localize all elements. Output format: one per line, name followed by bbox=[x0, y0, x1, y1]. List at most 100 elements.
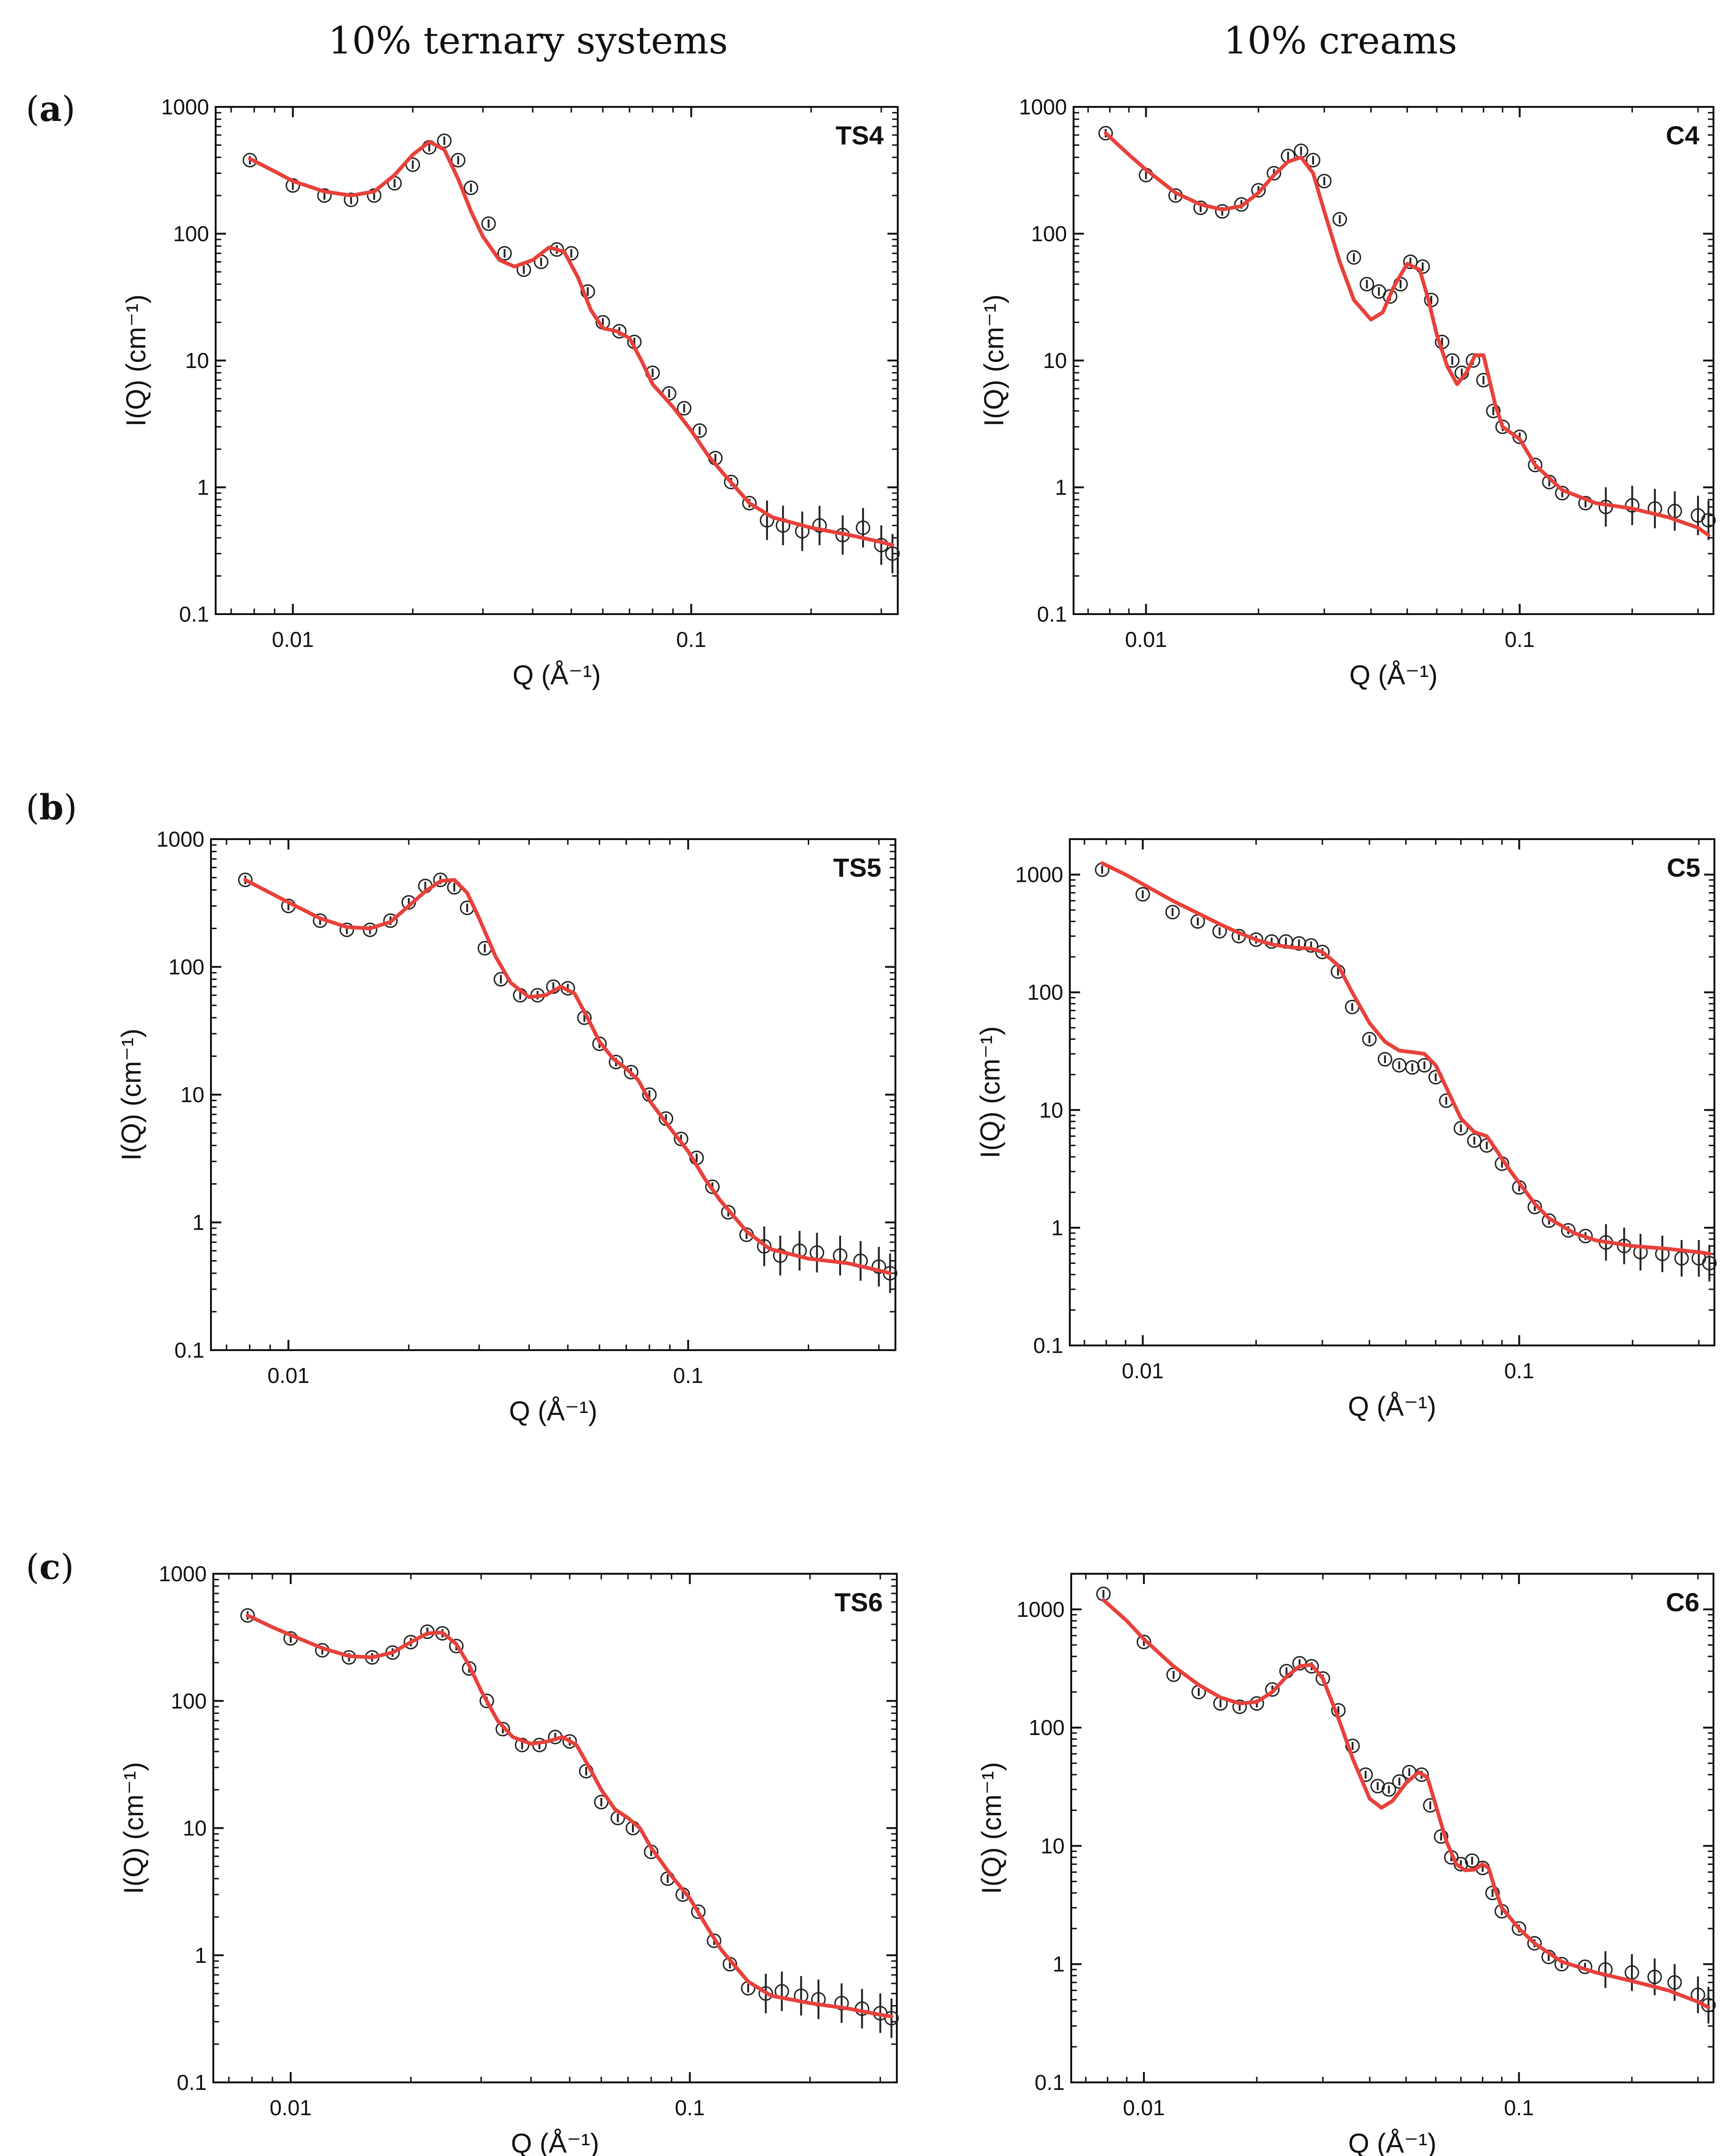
data-point bbox=[1528, 458, 1543, 473]
data-point bbox=[1360, 277, 1375, 292]
data-point bbox=[724, 474, 739, 489]
data-point bbox=[1248, 932, 1263, 947]
x-axis-label: Q (Å⁻¹) bbox=[509, 1396, 597, 1427]
data-point bbox=[481, 216, 496, 231]
y-axis-label: I(Q) (cm⁻¹) bbox=[121, 294, 151, 427]
data-point bbox=[1701, 513, 1716, 528]
x-axis-label: Q (Å⁻¹) bbox=[511, 2128, 599, 2156]
data-point bbox=[676, 401, 691, 416]
data-point bbox=[285, 178, 301, 193]
data-point bbox=[1465, 1853, 1480, 1868]
chart-panel-ts5: 0.1 1 10 100 1000 0.01 0.1 Q (Å⁻¹) I(Q) (cm⁻¹) TS… bbox=[116, 827, 898, 1427]
data-point bbox=[1332, 212, 1347, 227]
data-point bbox=[721, 1205, 736, 1220]
data-point bbox=[1345, 1738, 1360, 1753]
data-point bbox=[1232, 1699, 1247, 1714]
data-point bbox=[1561, 1223, 1576, 1238]
y-tick-label: 1000 bbox=[159, 1562, 207, 1586]
data-point bbox=[437, 133, 452, 148]
y-tick-label: 1000 bbox=[1019, 95, 1067, 119]
panel-title: C4 bbox=[1666, 120, 1699, 150]
x-tick-label: 0.01 bbox=[270, 2096, 312, 2120]
data-point bbox=[451, 153, 466, 168]
data-point bbox=[240, 1608, 255, 1623]
x-axis-label: Q (Å⁻¹) bbox=[512, 660, 601, 691]
data-point bbox=[1215, 204, 1230, 219]
x-axis-label: Q (Å⁻¹) bbox=[1348, 2128, 1436, 2156]
row-label-a: (a) bbox=[26, 89, 75, 129]
plot-frame bbox=[1070, 1573, 1714, 2083]
y-tick-label: 0.1 bbox=[177, 2070, 207, 2095]
data-point bbox=[1495, 419, 1510, 434]
data-point bbox=[1382, 1782, 1397, 1797]
panel-title: TS6 bbox=[834, 1587, 883, 1617]
y-tick-label: 100 bbox=[173, 222, 209, 246]
y-tick-label: 10 bbox=[183, 1816, 207, 1840]
y-tick-label: 1 bbox=[1051, 1216, 1063, 1240]
data-point bbox=[1647, 1969, 1662, 1984]
data-point bbox=[1370, 1779, 1385, 1794]
data-point bbox=[1382, 289, 1397, 304]
data-point bbox=[1702, 1255, 1717, 1270]
column-header-creams: 10% creams bbox=[1224, 19, 1458, 62]
data-point bbox=[1265, 1682, 1280, 1697]
panel-title: C5 bbox=[1667, 853, 1700, 882]
data-point bbox=[515, 1737, 530, 1752]
x-tick-label: 0.01 bbox=[272, 627, 314, 652]
x-tick-label: 0.01 bbox=[1125, 627, 1167, 652]
fit-line bbox=[1101, 1598, 1711, 2010]
data-point bbox=[449, 1638, 464, 1653]
data-point bbox=[562, 1734, 577, 1749]
data-point bbox=[1362, 1032, 1377, 1047]
y-axis-label: I(Q) (cm⁻¹) bbox=[116, 1029, 147, 1161]
data-point bbox=[339, 922, 354, 937]
y-tick-label: 0.1 bbox=[1037, 602, 1067, 626]
data-point bbox=[759, 1986, 774, 2001]
data-point bbox=[742, 496, 757, 511]
chart-panel-c5: 0.1 1 10 100 1000 0.01 0.1 Q (Å⁻¹) I(Q) (cm⁻¹) C5 bbox=[975, 838, 1717, 1422]
y-axis-label: I(Q) (cm⁻¹) bbox=[975, 1026, 1006, 1158]
fit-line bbox=[1104, 131, 1711, 537]
data-point bbox=[1512, 429, 1527, 444]
y-tick-label: 1 bbox=[197, 475, 209, 500]
y-axis-label: I(Q) (cm⁻¹) bbox=[977, 1762, 1007, 1894]
data-point bbox=[674, 1131, 689, 1146]
data-point bbox=[367, 188, 382, 203]
y-tick-label: 1 bbox=[192, 1210, 204, 1235]
data-point bbox=[1306, 153, 1321, 168]
y-tick-label: 100 bbox=[1027, 980, 1063, 1005]
data-point bbox=[238, 872, 253, 887]
data-point bbox=[1527, 1936, 1542, 1951]
data-point bbox=[1453, 1121, 1468, 1136]
data-point bbox=[496, 1721, 511, 1736]
data-point bbox=[1315, 945, 1330, 960]
y-tick-label: 0.1 bbox=[179, 602, 209, 626]
x-axis-label: Q (Å⁻¹) bbox=[1348, 1391, 1436, 1422]
data-point bbox=[1266, 165, 1281, 180]
data-point bbox=[383, 913, 398, 928]
y-tick-label: 100 bbox=[1029, 1715, 1065, 1740]
chart-panel-c6: 0.1 1 10 100 1000 0.01 0.1 Q (Å⁻¹) I(Q) (cm⁻¹) C6 bbox=[977, 1573, 1716, 2156]
fit-line bbox=[243, 878, 892, 1275]
y-tick-label: 10 bbox=[1039, 1098, 1063, 1122]
y-axis-label: I(Q) (cm⁻¹) bbox=[979, 294, 1009, 427]
fit-line bbox=[248, 140, 894, 547]
y-tick-label: 10 bbox=[185, 348, 209, 373]
data-point bbox=[1377, 1052, 1392, 1067]
x-axis-label: Q (Å⁻¹) bbox=[1349, 660, 1437, 691]
y-tick-label: 0.1 bbox=[1033, 1333, 1063, 1358]
data-point bbox=[706, 1933, 721, 1948]
y-tick-label: 100 bbox=[171, 1689, 207, 1713]
data-point bbox=[884, 2011, 899, 2026]
fit-line bbox=[1100, 861, 1712, 1256]
data-point bbox=[885, 546, 900, 561]
x-tick-label: 0.01 bbox=[267, 1363, 309, 1388]
y-tick-label: 10 bbox=[1043, 348, 1067, 373]
data-point bbox=[1624, 1965, 1639, 1980]
data-point bbox=[1346, 250, 1361, 265]
data-point bbox=[1135, 887, 1150, 902]
data-point bbox=[624, 1065, 639, 1080]
data-point bbox=[609, 1054, 624, 1069]
y-tick-label: 1000 bbox=[1017, 1597, 1065, 1622]
panel-title: TS4 bbox=[835, 120, 884, 150]
